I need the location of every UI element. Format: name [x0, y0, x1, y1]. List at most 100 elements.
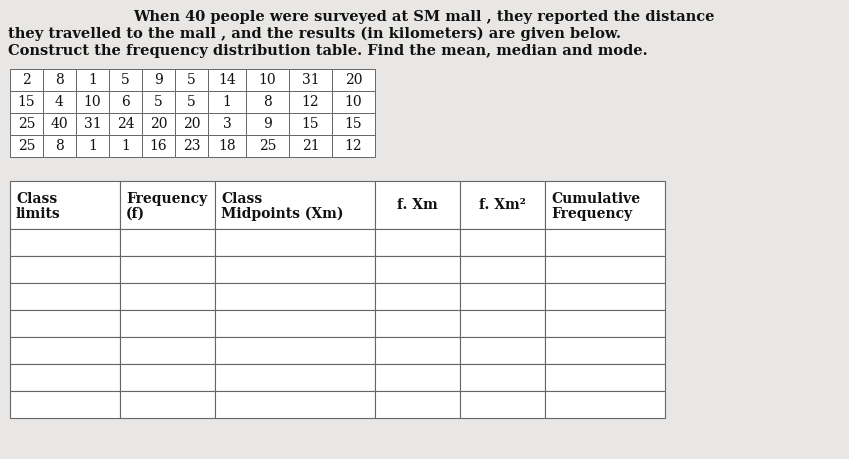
- Bar: [289, 69, 332, 91]
- Bar: [120, 310, 215, 337]
- Bar: [175, 113, 208, 135]
- Bar: [109, 113, 142, 135]
- Bar: [289, 113, 332, 135]
- Text: 9: 9: [155, 73, 163, 87]
- Bar: [10, 310, 120, 337]
- Bar: [120, 181, 215, 229]
- Text: 8: 8: [263, 95, 272, 109]
- Bar: [460, 310, 545, 337]
- Bar: [76, 135, 109, 157]
- Text: 8: 8: [55, 139, 64, 153]
- Bar: [10, 181, 120, 229]
- Text: 12: 12: [345, 139, 363, 153]
- Bar: [545, 337, 665, 364]
- Bar: [375, 364, 460, 391]
- Text: Frequency: Frequency: [551, 207, 633, 221]
- Bar: [175, 69, 208, 91]
- Bar: [332, 91, 375, 113]
- Bar: [246, 113, 289, 135]
- Bar: [142, 91, 175, 113]
- Bar: [375, 181, 460, 229]
- Text: 2: 2: [22, 73, 31, 87]
- Bar: [43, 135, 76, 157]
- Bar: [120, 283, 215, 310]
- Text: 8: 8: [55, 73, 64, 87]
- Bar: [215, 283, 375, 310]
- Bar: [215, 337, 375, 364]
- Bar: [375, 337, 460, 364]
- Text: 25: 25: [259, 139, 276, 153]
- Bar: [246, 69, 289, 91]
- Bar: [545, 181, 665, 229]
- Text: 31: 31: [84, 117, 101, 131]
- Text: 20: 20: [183, 117, 200, 131]
- Text: When 40 people were surveyed at SM mall , they reported the distance: When 40 people were surveyed at SM mall …: [133, 10, 715, 24]
- Text: 5: 5: [187, 95, 196, 109]
- Bar: [460, 229, 545, 256]
- Text: 9: 9: [263, 117, 272, 131]
- Bar: [460, 337, 545, 364]
- Text: 10: 10: [259, 73, 276, 87]
- Text: 20: 20: [345, 73, 363, 87]
- Text: 25: 25: [18, 139, 36, 153]
- Bar: [460, 181, 545, 229]
- Text: 5: 5: [155, 95, 163, 109]
- Bar: [120, 391, 215, 418]
- Text: f. Xm²: f. Xm²: [479, 198, 526, 212]
- Text: 5: 5: [121, 73, 130, 87]
- Bar: [246, 135, 289, 157]
- Bar: [375, 391, 460, 418]
- Bar: [545, 391, 665, 418]
- Text: 15: 15: [345, 117, 363, 131]
- Bar: [460, 391, 545, 418]
- Text: 6: 6: [121, 95, 130, 109]
- Bar: [375, 283, 460, 310]
- Bar: [460, 364, 545, 391]
- Bar: [175, 135, 208, 157]
- Text: 1: 1: [88, 73, 97, 87]
- Bar: [43, 69, 76, 91]
- Text: limits: limits: [16, 207, 61, 221]
- Bar: [76, 91, 109, 113]
- Text: 1: 1: [88, 139, 97, 153]
- Bar: [10, 135, 43, 157]
- Bar: [10, 364, 120, 391]
- Text: 16: 16: [149, 139, 167, 153]
- Bar: [215, 229, 375, 256]
- Text: 5: 5: [187, 73, 196, 87]
- Bar: [545, 310, 665, 337]
- Bar: [142, 113, 175, 135]
- Bar: [175, 91, 208, 113]
- Text: they travelled to the mall , and the results (in kilometers) are given below.: they travelled to the mall , and the res…: [8, 27, 621, 41]
- Bar: [246, 91, 289, 113]
- Bar: [109, 135, 142, 157]
- Bar: [10, 229, 120, 256]
- Bar: [208, 135, 246, 157]
- Bar: [215, 310, 375, 337]
- Text: 10: 10: [84, 95, 101, 109]
- Bar: [120, 229, 215, 256]
- Bar: [289, 135, 332, 157]
- Text: Midpoints (Xm): Midpoints (Xm): [221, 207, 344, 221]
- Bar: [120, 256, 215, 283]
- Text: 31: 31: [301, 73, 319, 87]
- Text: 20: 20: [149, 117, 167, 131]
- Bar: [375, 256, 460, 283]
- Bar: [10, 256, 120, 283]
- Text: 18: 18: [218, 139, 236, 153]
- Text: 12: 12: [301, 95, 319, 109]
- Bar: [460, 283, 545, 310]
- Bar: [332, 135, 375, 157]
- Text: 14: 14: [218, 73, 236, 87]
- Bar: [10, 337, 120, 364]
- Bar: [76, 113, 109, 135]
- Text: 25: 25: [18, 117, 36, 131]
- Bar: [120, 337, 215, 364]
- Text: 23: 23: [183, 139, 200, 153]
- Bar: [109, 91, 142, 113]
- Text: 40: 40: [51, 117, 68, 131]
- Bar: [208, 91, 246, 113]
- Bar: [215, 364, 375, 391]
- Bar: [332, 113, 375, 135]
- Bar: [43, 91, 76, 113]
